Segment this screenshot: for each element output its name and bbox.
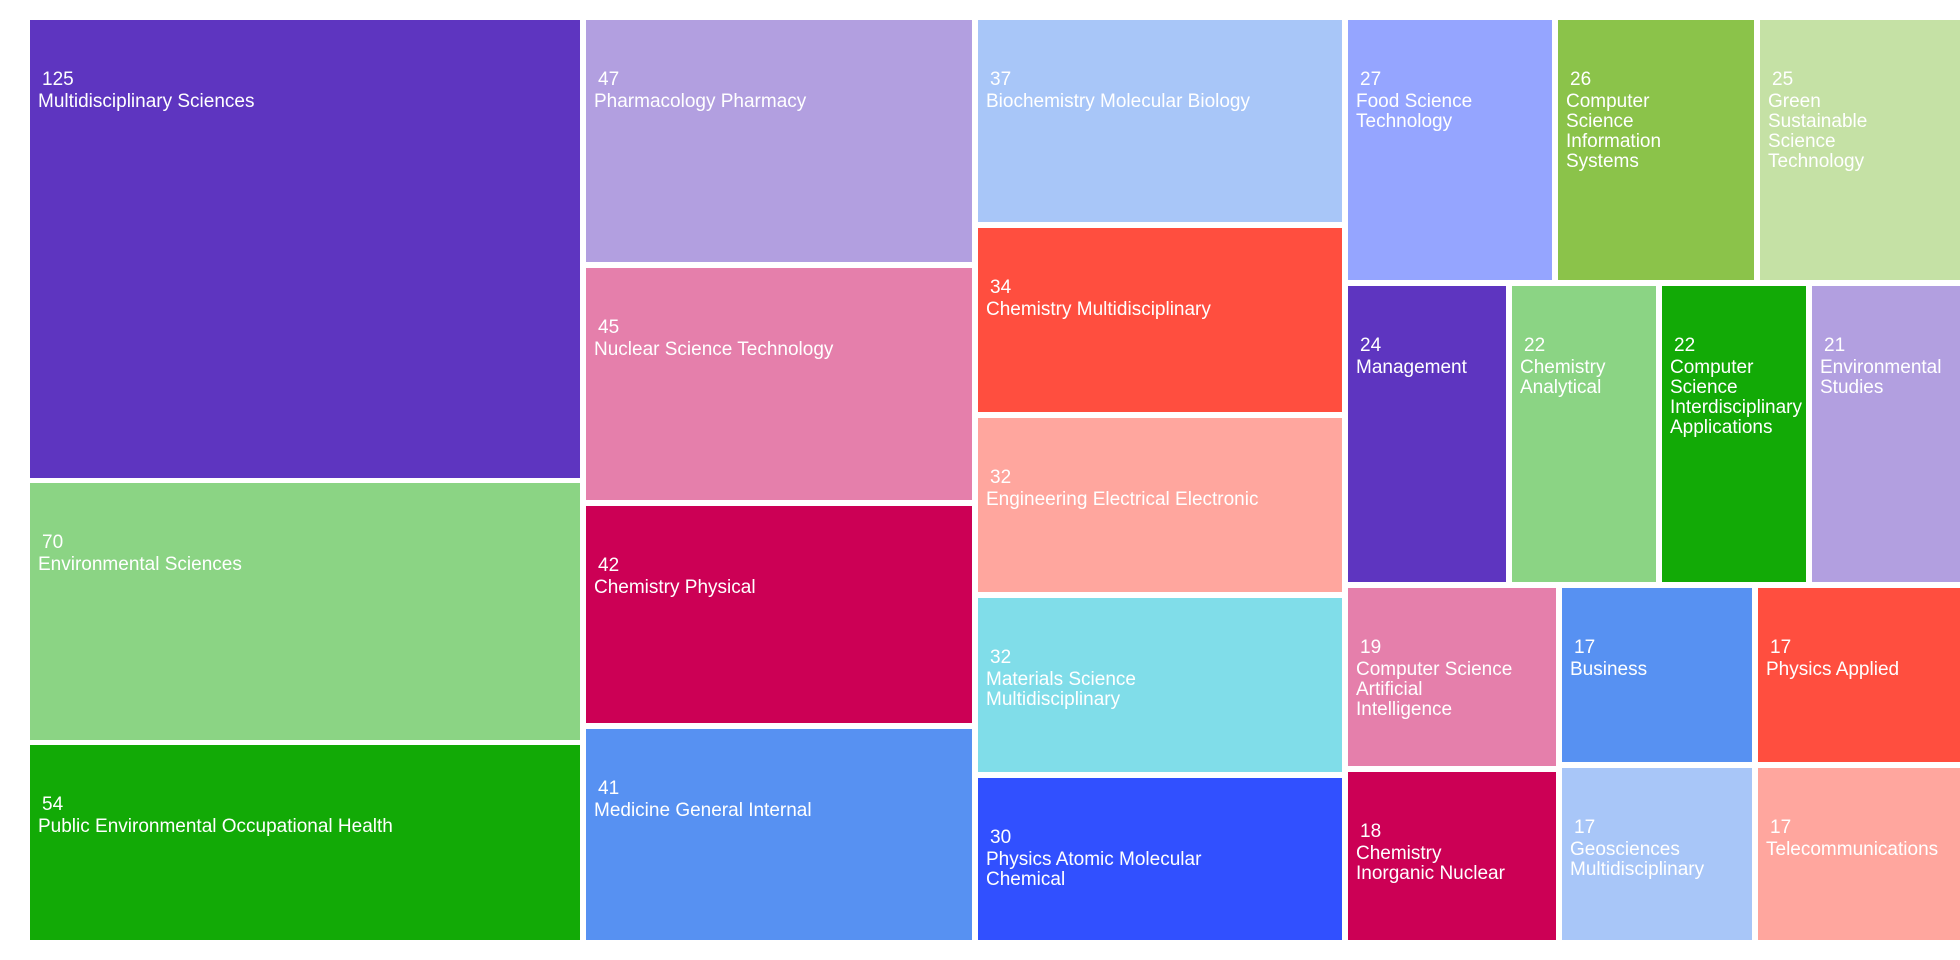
treemap-cell[interactable]: 45 Nuclear Science Technology <box>586 268 972 500</box>
treemap-cell[interactable]: 17 Telecommunications <box>1758 768 1960 940</box>
cell-value: 17 <box>1574 637 1596 658</box>
cell-value: 42 <box>598 555 620 576</box>
treemap-cell[interactable]: 70 Environmental Sciences <box>30 483 580 740</box>
cell-value: 22 <box>1524 335 1546 356</box>
cell-label: Green Sustainable Science Technology <box>1768 91 1868 172</box>
treemap-cell[interactable]: 22 Computer Science Interdisciplinary App… <box>1662 286 1806 582</box>
cell-label: Chemistry Physical <box>594 577 756 598</box>
treemap-cell[interactable]: 24 Management <box>1348 286 1506 582</box>
treemap-cell[interactable]: 17 Geosciences Multidisciplinary <box>1562 768 1752 940</box>
cell-label: Multidisciplinary Sciences <box>38 91 255 112</box>
treemap-cell[interactable]: 41 Medicine General Internal <box>586 729 972 940</box>
treemap-cell[interactable]: 54 Public Environmental Occupational Heal… <box>30 745 580 940</box>
cell-value: 25 <box>1772 69 1794 90</box>
cell-label: Nuclear Science Technology <box>594 339 834 360</box>
treemap-cell[interactable]: 32 Engineering Electrical Electronic <box>978 418 1342 592</box>
cell-label: Materials Science Multidisciplinary <box>986 669 1136 710</box>
cell-value: 32 <box>990 647 1012 668</box>
cell-value: 54 <box>42 794 64 815</box>
cell-label: Computer Science Interdisciplinary Appli… <box>1670 357 1802 438</box>
cell-label: Biochemistry Molecular Biology <box>986 91 1250 112</box>
cell-value: 37 <box>990 69 1012 90</box>
treemap-cell[interactable]: 26 Computer Science Information Systems <box>1558 20 1754 280</box>
cell-value: 32 <box>990 467 1012 488</box>
cell-value: 21 <box>1824 335 1846 356</box>
treemap-cell[interactable]: 47 Pharmacology Pharmacy <box>586 20 972 262</box>
treemap-cell[interactable]: 34 Chemistry Multidisciplinary <box>978 228 1342 412</box>
cell-value: 24 <box>1360 335 1382 356</box>
treemap-cell[interactable]: 17 Physics Applied <box>1758 588 1960 762</box>
cell-value: 17 <box>1770 637 1792 658</box>
cell-value: 125 <box>42 69 74 90</box>
cell-label: Medicine General Internal <box>594 800 812 821</box>
cell-label: Chemistry Analytical <box>1520 357 1606 398</box>
treemap-cell[interactable]: 21 Environmental Studies <box>1812 286 1960 582</box>
cell-label: Computer Science Information Systems <box>1566 91 1662 172</box>
cell-value: 17 <box>1770 817 1792 838</box>
cell-value: 30 <box>990 827 1012 848</box>
treemap-cell[interactable]: 17 Business <box>1562 588 1752 762</box>
treemap-cell[interactable]: 27 Food Science Technology <box>1348 20 1552 280</box>
treemap-cell[interactable]: 25 Green Sustainable Science Technology <box>1760 20 1960 280</box>
cell-value: 27 <box>1360 69 1382 90</box>
cell-label: Geosciences Multidisciplinary <box>1570 839 1705 880</box>
cell-value: 47 <box>598 69 620 90</box>
cell-label: Environmental Sciences <box>38 554 242 575</box>
cell-label: Chemistry Multidisciplinary <box>986 299 1211 320</box>
cell-value: 45 <box>598 317 620 338</box>
cell-label: Physics Applied <box>1766 659 1900 680</box>
cell-value: 18 <box>1360 821 1382 842</box>
cell-label: Physics Atomic Molecular Chemical <box>986 849 1202 890</box>
treemap-cell[interactable]: 18 Chemistry Inorganic Nuclear <box>1348 772 1556 940</box>
cell-label: Management <box>1356 357 1467 378</box>
cell-label: Telecommunications <box>1766 839 1939 860</box>
cell-value: 22 <box>1674 335 1696 356</box>
treemap-cell[interactable]: 19 Computer Science Artificial Intelligen… <box>1348 588 1556 766</box>
cell-value: 19 <box>1360 637 1382 658</box>
treemap-cell[interactable]: 42 Chemistry Physical <box>586 506 972 723</box>
treemap-cell[interactable]: 30 Physics Atomic Molecular Chemical <box>978 778 1342 940</box>
cell-label: Food Science Technology <box>1356 91 1473 132</box>
cell-value: 70 <box>42 532 64 553</box>
cell-value: 34 <box>990 277 1012 298</box>
cell-value: 17 <box>1574 817 1596 838</box>
cell-label: Chemistry Inorganic Nuclear <box>1356 843 1505 884</box>
cell-value: 41 <box>598 778 620 799</box>
cell-label: Environmental Studies <box>1820 357 1942 398</box>
treemap-cell[interactable]: 125 Multidisciplinary Sciences <box>30 20 580 478</box>
treemap-cell[interactable]: 32 Materials Science Multidisciplinary <box>978 598 1342 772</box>
cell-label: Business <box>1570 659 1648 680</box>
cell-value: 26 <box>1570 69 1592 90</box>
cell-label: Engineering Electrical Electronic <box>986 489 1259 510</box>
cell-label: Pharmacology Pharmacy <box>594 91 807 112</box>
treemap-cell[interactable]: 37 Biochemistry Molecular Biology <box>978 20 1342 222</box>
cell-label: Computer Science Artificial Intelligence <box>1356 659 1513 720</box>
treemap-cell[interactable]: 22 Chemistry Analytical <box>1512 286 1656 582</box>
cell-label: Public Environmental Occupational Health <box>38 816 393 837</box>
